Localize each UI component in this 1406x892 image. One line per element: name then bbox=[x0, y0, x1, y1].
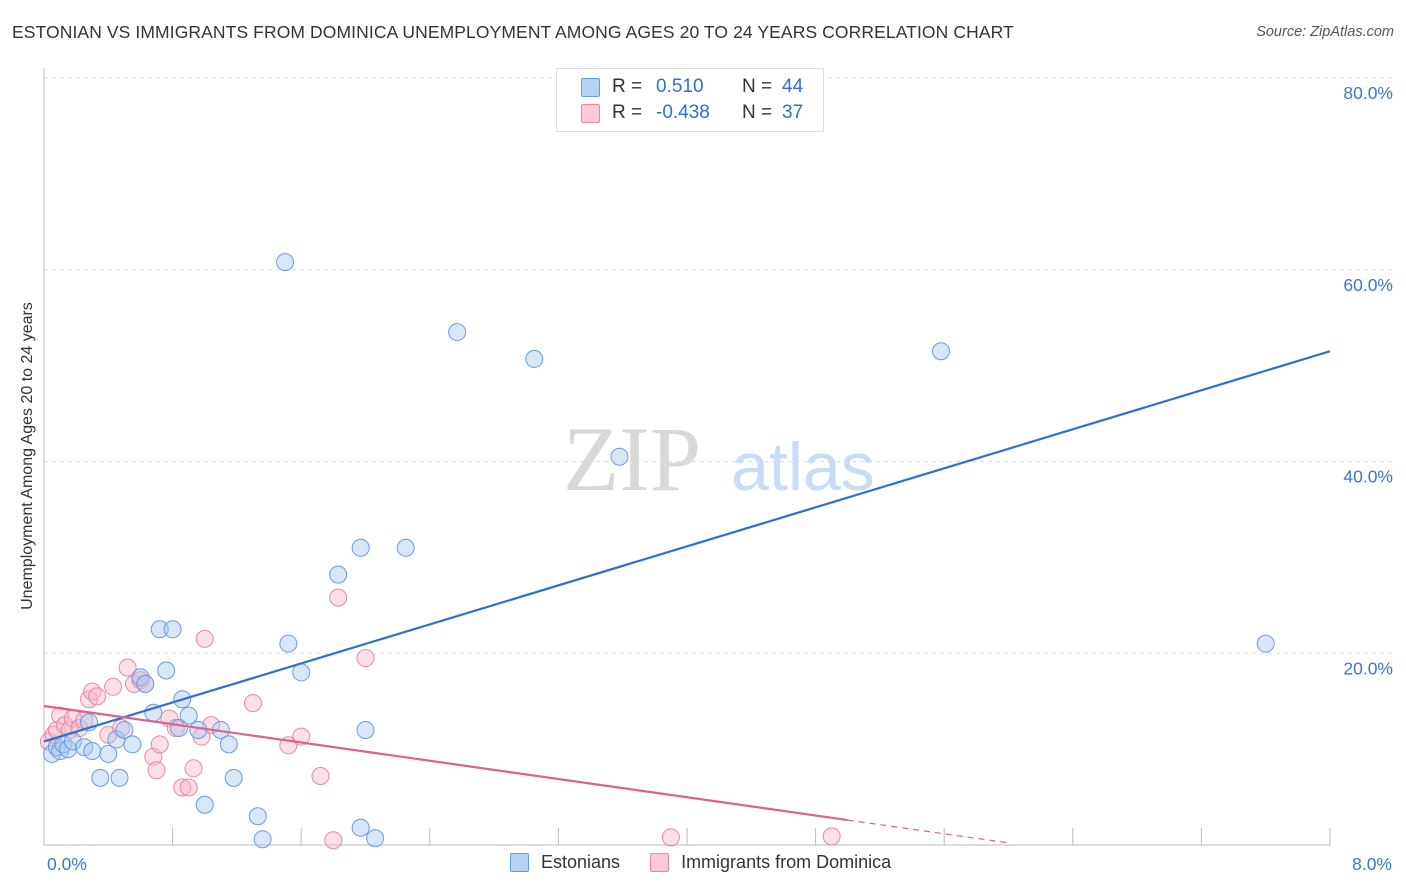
estonian-point bbox=[253, 830, 272, 849]
dominica-point bbox=[311, 766, 330, 785]
estonian-point bbox=[931, 342, 950, 361]
estonian-point bbox=[224, 768, 243, 787]
estonian-point bbox=[396, 538, 415, 557]
estonian-point bbox=[110, 768, 129, 787]
estonian-point bbox=[366, 829, 385, 848]
estonian-point bbox=[248, 807, 267, 826]
dominica-point bbox=[329, 588, 348, 607]
axes bbox=[43, 68, 1331, 846]
dominica-point bbox=[150, 735, 169, 754]
grid-lines bbox=[44, 77, 1392, 654]
estonian-point bbox=[83, 742, 102, 761]
dominica-point bbox=[173, 778, 192, 797]
dominica-point bbox=[88, 687, 107, 706]
r-label: R = bbox=[612, 76, 643, 97]
estonian-point bbox=[276, 253, 295, 272]
estonians-legend-swatch bbox=[510, 853, 529, 872]
estonian-point bbox=[195, 795, 214, 814]
y-tick-label: 80.0% bbox=[1343, 83, 1393, 103]
dominica-point bbox=[118, 658, 137, 677]
r-value: 0.510 bbox=[656, 76, 704, 97]
watermark-atlas: atlas bbox=[731, 429, 875, 505]
dominica-point bbox=[661, 828, 680, 847]
dominica-point bbox=[822, 827, 841, 846]
r-value: -0.438 bbox=[656, 102, 710, 123]
correlation-legend: R = 0.510 N = 44 R = -0.438 N = 37 bbox=[556, 68, 824, 132]
estonian-point bbox=[91, 768, 110, 787]
estonian-point bbox=[163, 620, 182, 639]
estonian-point bbox=[115, 720, 134, 739]
dominica-point bbox=[324, 831, 343, 850]
estonian-point bbox=[99, 744, 118, 763]
estonian-point bbox=[179, 706, 198, 725]
legend-row-estonians: R = 0.510 N = 44 bbox=[581, 75, 803, 99]
x-tick-label-max: 8.0% bbox=[1352, 854, 1392, 874]
r-label: R = bbox=[612, 102, 643, 123]
y-tick-label: 20.0% bbox=[1343, 658, 1393, 678]
dominica-point bbox=[104, 677, 123, 696]
legend-item-dominica[interactable]: Immigrants from Dominica bbox=[650, 852, 891, 873]
estonian-point bbox=[351, 538, 370, 557]
estonian-point bbox=[356, 720, 375, 739]
n-label: N = bbox=[742, 76, 773, 97]
estonians-swatch bbox=[581, 77, 600, 97]
estonian-point bbox=[1256, 634, 1275, 653]
dominica-point bbox=[184, 759, 203, 778]
y-tick-label: 60.0% bbox=[1343, 275, 1393, 295]
estonian-point bbox=[329, 565, 348, 584]
n-value: 44 bbox=[782, 76, 804, 97]
n-label: N = bbox=[742, 102, 773, 123]
tick-labels: 20.0% 40.0% 60.0% 80.0% 0.0% 8.0% bbox=[47, 83, 1393, 874]
n-value: 37 bbox=[782, 102, 804, 123]
dominica-point bbox=[112, 719, 131, 738]
watermark-zip: ZIP bbox=[563, 408, 701, 510]
estonian-point bbox=[351, 818, 370, 837]
dominica-point bbox=[179, 778, 198, 797]
y-tick-label: 40.0% bbox=[1343, 467, 1393, 487]
estonian-points bbox=[43, 253, 1275, 849]
estonian-point bbox=[292, 663, 311, 682]
estonian-point bbox=[150, 620, 169, 639]
source-label: Source: ZipAtlas.com bbox=[1256, 24, 1394, 40]
legend-item-estonians[interactable]: Estonians bbox=[510, 852, 620, 873]
legend-row-dominica: R = -0.438 N = 37 bbox=[581, 101, 803, 125]
estonian-point bbox=[525, 349, 544, 368]
estonian-point bbox=[123, 735, 142, 754]
dominica-trend-line bbox=[43, 704, 848, 822]
dominica-point bbox=[147, 761, 166, 780]
estonian-point bbox=[136, 674, 155, 693]
legend-label-estonians: Estonians bbox=[541, 852, 621, 872]
estonian-point bbox=[157, 661, 176, 680]
estonian-point bbox=[219, 735, 238, 754]
dominica-point bbox=[356, 649, 375, 668]
legend-label-dominica: Immigrants from Dominica bbox=[681, 852, 892, 872]
estonian-point bbox=[448, 323, 467, 342]
estonians-trend-line bbox=[43, 350, 1331, 743]
dominica-legend-swatch bbox=[650, 853, 670, 872]
x-tick-label-min: 0.0% bbox=[47, 854, 87, 874]
chart-title: ESTONIAN VS IMMIGRANTS FROM DOMINICA UNE… bbox=[12, 22, 1014, 42]
dominica-point bbox=[83, 682, 102, 701]
estonian-point bbox=[279, 634, 298, 653]
dominica-trend-extension bbox=[847, 819, 1009, 844]
trend-lines bbox=[43, 350, 1331, 844]
estonian-point bbox=[610, 447, 629, 466]
estonian-point bbox=[189, 720, 208, 739]
dominica-swatch bbox=[581, 103, 600, 123]
dominica-point bbox=[243, 694, 262, 713]
dominica-point bbox=[195, 629, 214, 648]
series-legend: Estonians Immigrants from Dominica bbox=[510, 852, 921, 873]
